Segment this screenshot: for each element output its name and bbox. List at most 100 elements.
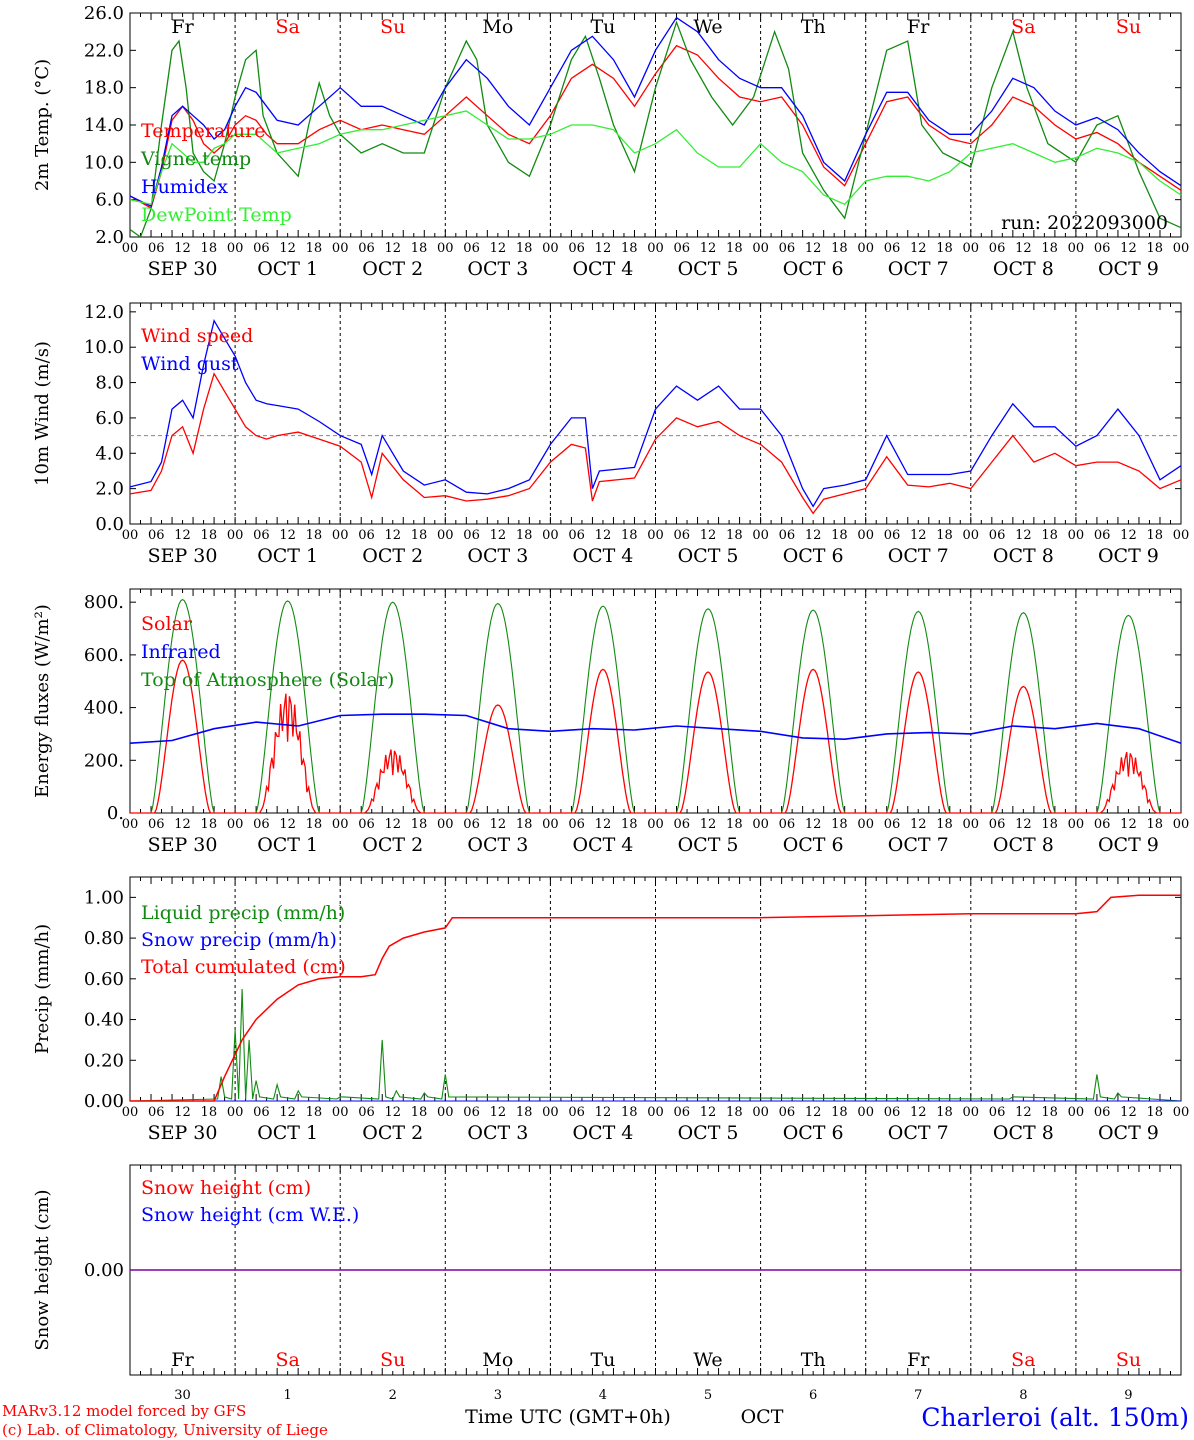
solar-day-4 bbox=[445, 704, 551, 814]
y-tick-label: 1.00 bbox=[84, 887, 124, 908]
y-tick-label: 18.0 bbox=[84, 78, 124, 99]
y-tick-label: 2.0 bbox=[95, 227, 124, 248]
x-hour-label: 18 bbox=[411, 1105, 428, 1120]
x-hour-label: 18 bbox=[516, 1105, 533, 1120]
day-name-label: Mo bbox=[482, 16, 513, 38]
date-label: OCT 7 bbox=[888, 834, 949, 856]
x-hour-label: 18 bbox=[1041, 528, 1058, 543]
x-hour-label: 00 bbox=[437, 817, 454, 832]
toa-day-7 bbox=[760, 609, 866, 814]
solar-day-7 bbox=[760, 668, 866, 814]
solar-day-8 bbox=[865, 671, 971, 814]
x-hour-label: 00 bbox=[437, 1105, 454, 1120]
x-hour-label: 12 bbox=[174, 817, 191, 832]
y-tick-label: 200. bbox=[84, 750, 124, 771]
x-hour-label: 18 bbox=[306, 817, 323, 832]
x-hour-label: 18 bbox=[516, 817, 533, 832]
y-tick-label: 10.0 bbox=[84, 337, 124, 358]
x-hour-label: 12 bbox=[1015, 528, 1032, 543]
x-hour-label: 06 bbox=[253, 241, 270, 256]
y-tick-label: 10.0 bbox=[84, 152, 124, 173]
solar-day-9 bbox=[970, 685, 1076, 814]
solar-day-6 bbox=[655, 671, 761, 814]
y-tick-label: 0.20 bbox=[84, 1050, 124, 1071]
y-tick-label: 6.0 bbox=[95, 190, 124, 211]
date-label: OCT 6 bbox=[783, 258, 844, 280]
x-hour-label: 12 bbox=[595, 241, 612, 256]
time-axis-label: Time UTC (GMT+0h) bbox=[465, 1406, 671, 1428]
x-hour-label: 00 bbox=[963, 528, 980, 543]
x-hour-label: 18 bbox=[306, 241, 323, 256]
x-hour-label: 12 bbox=[910, 1105, 927, 1120]
day-name-label: Th bbox=[801, 16, 826, 38]
x-hour-label: 12 bbox=[174, 528, 191, 543]
day-number: 2 bbox=[389, 1388, 397, 1403]
x-hour-label: 12 bbox=[174, 241, 191, 256]
toa-day-9 bbox=[970, 612, 1076, 814]
x-hour-label: 06 bbox=[779, 817, 796, 832]
panel-frame bbox=[129, 588, 1182, 814]
panel-4: 0.00 0.20 0.40 0.60 0.80 1.00 Liquid precip (m… bbox=[32, 876, 1190, 1144]
day-name-label: Su bbox=[380, 1349, 405, 1371]
x-hour-label: 00 bbox=[1173, 1105, 1190, 1120]
footer: MARv3.12 model forced by GFS(c) Lab. of … bbox=[2, 1402, 1189, 1439]
toa-day-8 bbox=[865, 610, 971, 814]
run-label: run: 2022093000 bbox=[1001, 212, 1168, 234]
legend-top-of-atmosphere-solar: Top of Atmosphere (Solar) bbox=[141, 669, 394, 691]
x-hour-label: 12 bbox=[805, 1105, 822, 1120]
y-tick-label: 0.00 bbox=[84, 1260, 124, 1281]
x-hour-label: 18 bbox=[831, 1105, 848, 1120]
x-hour-label: 12 bbox=[700, 241, 717, 256]
solar-day-2 bbox=[235, 693, 341, 814]
x-hour-label: 06 bbox=[884, 1105, 901, 1120]
x-hour-label: 00 bbox=[1173, 241, 1190, 256]
x-hour-label: 00 bbox=[122, 241, 139, 256]
x-hour-label: 12 bbox=[595, 817, 612, 832]
x-hour-label: 18 bbox=[201, 817, 218, 832]
x-hour-label: 00 bbox=[332, 528, 349, 543]
x-hour-label: 12 bbox=[490, 528, 507, 543]
date-label: OCT 7 bbox=[888, 1122, 949, 1144]
x-hour-label: 06 bbox=[674, 817, 691, 832]
x-hour-label: 00 bbox=[963, 241, 980, 256]
date-label: OCT 3 bbox=[467, 1122, 528, 1144]
y-tick-label: 0.80 bbox=[84, 928, 124, 949]
date-label: OCT 7 bbox=[888, 545, 949, 567]
series-dewpoint-temp bbox=[129, 110, 1182, 206]
date-label: OCT 4 bbox=[572, 1122, 633, 1144]
day-name-label: Sa bbox=[275, 1349, 299, 1371]
day-number: 6 bbox=[809, 1388, 817, 1403]
x-hour-label: 06 bbox=[358, 528, 375, 543]
date-label: OCT 4 bbox=[572, 258, 633, 280]
x-hour-label: 12 bbox=[700, 528, 717, 543]
x-hour-label: 12 bbox=[1120, 528, 1137, 543]
x-hour-label: 00 bbox=[752, 528, 769, 543]
x-hour-label: 00 bbox=[647, 241, 664, 256]
day-name-label: Su bbox=[380, 16, 405, 38]
x-hour-label: 06 bbox=[463, 1105, 480, 1120]
day-number: 9 bbox=[1124, 1388, 1132, 1403]
x-hour-label: 00 bbox=[1173, 528, 1190, 543]
x-hour-label: 12 bbox=[1120, 817, 1137, 832]
date-label: SEP 30 bbox=[148, 834, 218, 856]
date-label: OCT 9 bbox=[1098, 545, 1159, 567]
toa-day-5 bbox=[550, 605, 656, 814]
series-temperature bbox=[129, 44, 1182, 210]
legend-snow-height-cm: Snow height (cm) bbox=[141, 1177, 311, 1199]
x-hour-label: 06 bbox=[1094, 817, 1111, 832]
x-hour-label: 06 bbox=[779, 1105, 796, 1120]
x-hour-label: 06 bbox=[568, 241, 585, 256]
x-hour-label: 06 bbox=[568, 817, 585, 832]
day-name-label: Sa bbox=[1011, 16, 1035, 38]
x-hour-label: 00 bbox=[542, 528, 559, 543]
date-label: SEP 30 bbox=[148, 1122, 218, 1144]
x-hour-label: 06 bbox=[1094, 1105, 1111, 1120]
x-hour-label: 12 bbox=[805, 241, 822, 256]
x-hour-label: 18 bbox=[516, 241, 533, 256]
day-name-label: We bbox=[693, 16, 722, 38]
y-tick-label: 0.60 bbox=[84, 969, 124, 990]
x-hour-label: 18 bbox=[306, 528, 323, 543]
x-hour-label: 18 bbox=[726, 241, 743, 256]
date-label: OCT 6 bbox=[783, 545, 844, 567]
